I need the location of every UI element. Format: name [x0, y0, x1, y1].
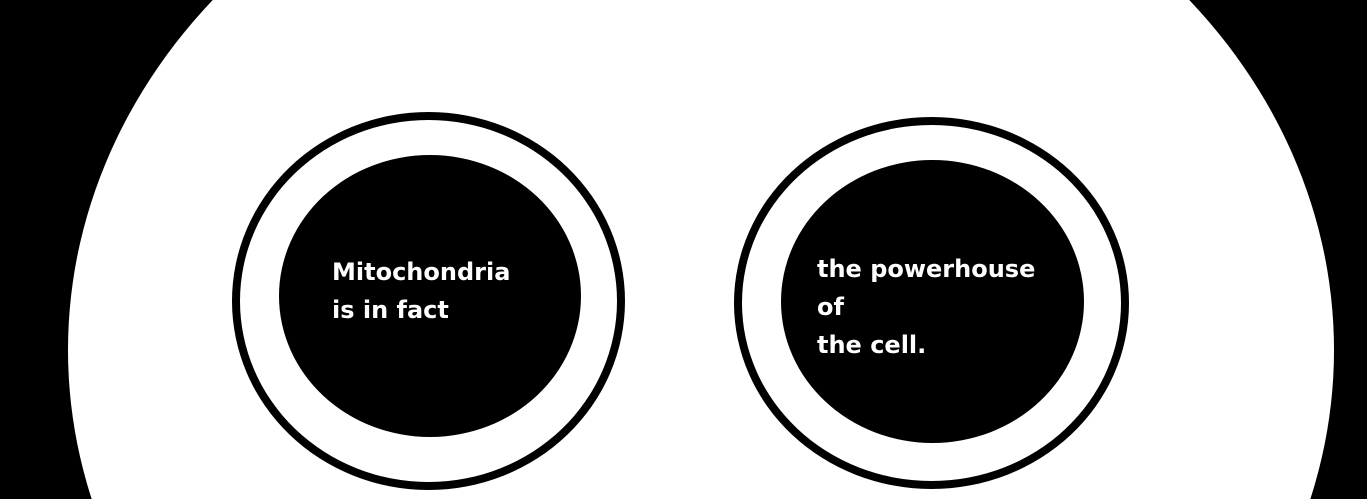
left-eye-caption: Mitochondria is in fact	[332, 253, 510, 329]
right-eye-line: the powerhouse	[817, 255, 1036, 283]
left-eye-line: Mitochondria	[332, 258, 511, 286]
right-eye-line: the cell.	[817, 331, 927, 359]
left-eye-line: is in fact	[332, 296, 449, 324]
right-eye-line: of	[817, 293, 844, 321]
right-eye-caption: the powerhouse of the cell.	[817, 250, 1035, 364]
left-pupil	[279, 155, 581, 437]
right-pupil	[781, 160, 1084, 443]
